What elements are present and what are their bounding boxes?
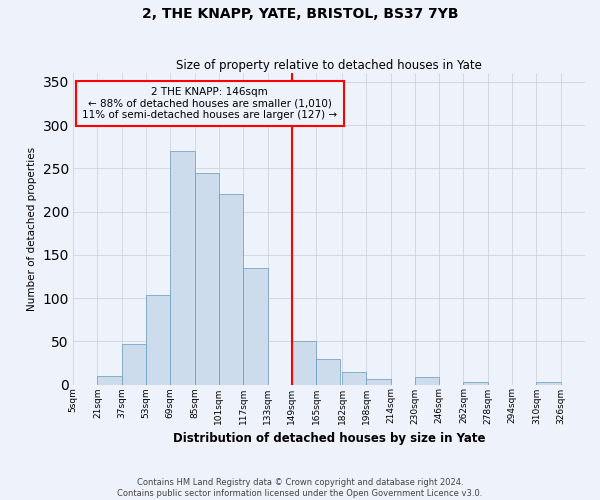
Bar [122, 344, 146, 385]
Bar [146, 294, 170, 384]
Text: 2, THE KNAPP, YATE, BRISTOL, BS37 7YB: 2, THE KNAPP, YATE, BRISTOL, BS37 7YB [142, 8, 458, 22]
Bar [366, 380, 391, 384]
Bar [243, 268, 268, 384]
Bar [292, 342, 316, 384]
Bar [219, 194, 243, 384]
Bar [316, 358, 340, 384]
Text: Contains HM Land Registry data © Crown copyright and database right 2024.
Contai: Contains HM Land Registry data © Crown c… [118, 478, 482, 498]
Title: Size of property relative to detached houses in Yate: Size of property relative to detached ho… [176, 59, 482, 72]
Bar [463, 382, 488, 384]
Bar [194, 172, 219, 384]
Bar [97, 376, 122, 384]
X-axis label: Distribution of detached houses by size in Yate: Distribution of detached houses by size … [173, 432, 485, 445]
Y-axis label: Number of detached properties: Number of detached properties [27, 147, 37, 311]
Bar [415, 376, 439, 384]
Bar [342, 372, 366, 384]
Bar [536, 382, 560, 384]
Text: 2 THE KNAPP: 146sqm
← 88% of detached houses are smaller (1,010)
11% of semi-det: 2 THE KNAPP: 146sqm ← 88% of detached ho… [82, 87, 337, 120]
Bar [170, 151, 194, 384]
